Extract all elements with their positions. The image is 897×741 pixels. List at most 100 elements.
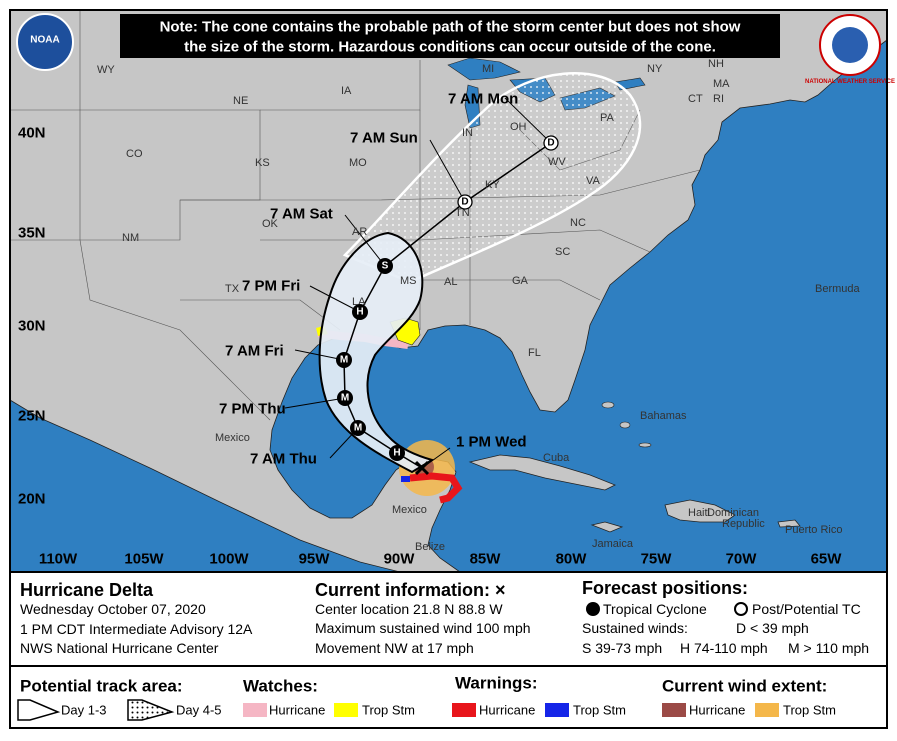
place: FL <box>528 347 541 359</box>
place: Mexico <box>392 504 427 516</box>
jamaica <box>590 521 624 533</box>
lon-label: 95W <box>299 551 331 568</box>
forecast-label: 7 PM Thu <box>219 401 286 418</box>
forecast-marker <box>389 445 405 461</box>
lon-label: 110W <box>39 551 78 568</box>
note-line: Note: The cone contains the probable pat… <box>160 19 741 36</box>
positions-winds: Sustained winds: <box>582 620 688 636</box>
forecast-label: 7 AM Sun <box>350 130 418 147</box>
legend-item: Hurricane <box>269 703 325 718</box>
lat-label: 35N <box>18 225 46 242</box>
place: Puerto Rico <box>785 524 842 536</box>
place: SC <box>555 246 570 258</box>
positions-ptc: Post/Potential TC <box>752 601 861 617</box>
place: AL <box>444 276 457 288</box>
current-movement: Movement NW at 17 mph <box>315 640 474 656</box>
place: GA <box>512 275 529 287</box>
forecast-label: 7 AM Thu <box>250 451 317 468</box>
cone-day-1-3 <box>318 231 435 474</box>
forecast-label: 7 AM Mon <box>448 91 518 108</box>
place: VA <box>586 175 601 187</box>
day13-symbol <box>17 699 61 721</box>
legend-item: Trop Stm <box>362 703 415 718</box>
place: Belize <box>415 541 445 553</box>
legend-item: Day 1-3 <box>61 703 107 718</box>
nws-logo: NATIONAL WEATHER SERVICE <box>805 14 895 85</box>
forecast-label: 7 AM Sat <box>270 206 333 223</box>
tropical-storm-warning <box>401 476 410 482</box>
cuba <box>468 454 616 491</box>
hispaniola <box>664 499 736 523</box>
positions-h: H 74-110 mph <box>680 640 768 656</box>
place: AR <box>352 226 367 238</box>
place: MI <box>482 63 494 75</box>
place: RI <box>713 93 724 105</box>
lon-label: 85W <box>470 551 502 568</box>
storm-date: Wednesday October 07, 2020 <box>20 601 206 617</box>
noaa-logo: NOAA <box>16 13 74 71</box>
place: KY <box>485 179 500 191</box>
positions-tc: Tropical Cyclone <box>603 601 707 617</box>
lat-label: 30N <box>18 318 46 335</box>
place: MA <box>713 78 730 90</box>
place-labels: WY NE IA MI NY NH MA CT RI PA OH IN CO K… <box>97 58 861 553</box>
marker-letter: H <box>393 448 400 459</box>
place: Haiti <box>688 507 710 519</box>
note-box <box>120 14 780 58</box>
marker-letter: H <box>356 307 363 318</box>
marker-letter: S <box>382 261 389 272</box>
storm-name: Hurricane Delta <box>20 580 154 600</box>
place: MS <box>400 275 417 287</box>
tc-symbol <box>586 602 600 616</box>
bahamas <box>601 401 652 448</box>
place: Republic <box>722 518 765 530</box>
positions-m: M > 110 mph <box>788 640 869 656</box>
lon-label: 105W <box>124 551 164 568</box>
legend-item: Hurricane <box>689 703 745 718</box>
panel-frame <box>9 571 888 729</box>
forecast-marker <box>350 420 366 436</box>
place: NM <box>122 232 139 244</box>
swatch <box>334 703 358 717</box>
legend-title: Potential track area: <box>20 677 183 696</box>
place: MO <box>349 157 367 169</box>
storm-center: NWS National Hurricane Center <box>20 640 219 656</box>
marker-letter: D <box>547 138 554 149</box>
current-location: Center location 21.8 N 88.8 W <box>315 601 503 617</box>
lon-label: 100W <box>209 551 249 568</box>
land <box>9 9 888 573</box>
place: NC <box>570 217 586 229</box>
place: KS <box>255 157 270 169</box>
place: CT <box>688 93 703 105</box>
marker-letter: M <box>341 393 349 404</box>
place: Bahamas <box>640 410 687 422</box>
marker-letter: M <box>340 355 348 366</box>
lat-label: 25N <box>18 408 46 425</box>
legend-item: Trop Stm <box>783 703 836 718</box>
place: Cuba <box>543 452 570 464</box>
forecast-marker <box>337 390 353 406</box>
place: TN <box>455 207 470 219</box>
forecast-marker <box>457 194 473 210</box>
ptc-symbol <box>734 602 748 616</box>
legend-title: Watches: <box>243 677 318 696</box>
lat-label: 40N <box>18 125 46 142</box>
lon-label: 75W <box>641 551 673 568</box>
forecast-points: D D S H M M M H 7 AM Mon 7 AM Sun 7 AM S… <box>219 91 559 476</box>
lon-labels: 110W 105W 100W 95W 90W 85W 80W 75W 70W 6… <box>39 551 842 568</box>
swatch <box>243 703 267 717</box>
place: OK <box>262 218 279 230</box>
place: PA <box>600 112 615 124</box>
positions-d: D < 39 mph <box>736 620 809 636</box>
forecast-label: 7 AM Fri <box>225 343 284 360</box>
place: WV <box>548 156 566 168</box>
lon-label: 70W <box>726 551 758 568</box>
current-title: Current information: × <box>315 580 506 600</box>
map: NOAA NATIONAL WEATHER SERVICE Note: The … <box>9 9 895 573</box>
cone-day-4-5 <box>342 71 642 284</box>
storm-advisory: 1 PM CDT Intermediate Advisory 12A <box>20 621 253 637</box>
place: TX <box>225 283 240 295</box>
info-panel: Hurricane Delta Wednesday October 07, 20… <box>9 571 888 729</box>
